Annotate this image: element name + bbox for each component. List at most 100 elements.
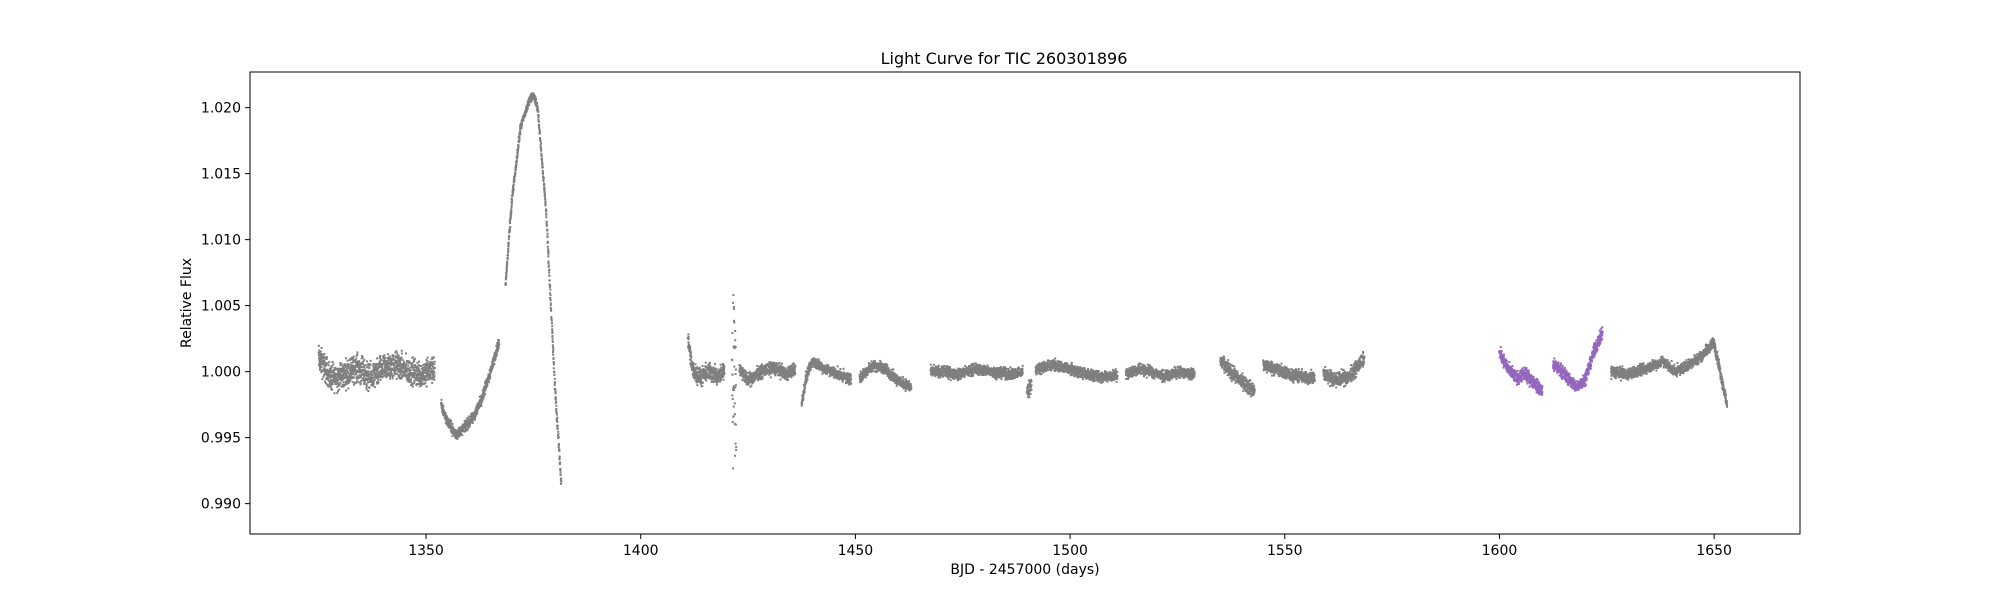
data-point — [830, 366, 833, 369]
data-point — [827, 369, 830, 372]
data-point — [343, 368, 346, 371]
data-point — [461, 434, 464, 436]
data-point — [429, 361, 432, 364]
data-point — [768, 373, 771, 376]
data-point — [353, 376, 356, 379]
data-point — [369, 363, 372, 366]
data-point — [761, 375, 764, 378]
data-point — [424, 375, 427, 378]
data-point — [810, 358, 813, 361]
data-point — [786, 376, 789, 379]
data-point — [904, 381, 907, 384]
data-point — [553, 370, 556, 373]
data-point — [400, 357, 403, 360]
data-point — [344, 363, 346, 366]
data-point — [552, 351, 554, 354]
data-point — [341, 375, 344, 378]
data-point — [479, 395, 482, 398]
data-point — [510, 209, 513, 212]
data-point — [543, 191, 546, 193]
data-point — [516, 151, 519, 154]
data-point — [431, 364, 434, 367]
data-point — [541, 172, 544, 175]
data-point — [387, 353, 390, 356]
data-point — [353, 373, 356, 376]
data-point — [317, 344, 320, 347]
data-point — [721, 376, 724, 378]
data-point — [731, 331, 734, 334]
data-point — [512, 186, 515, 189]
data-point — [739, 365, 742, 368]
data-point — [442, 405, 445, 408]
data-point — [548, 271, 551, 274]
data-point — [355, 381, 358, 384]
data-point — [376, 370, 379, 373]
data-point — [508, 228, 511, 231]
data-point — [757, 378, 760, 381]
data-point — [557, 446, 560, 449]
data-point — [893, 372, 896, 375]
data-point — [417, 369, 420, 372]
data-point — [715, 383, 718, 386]
data-point — [778, 369, 781, 371]
data-point — [753, 376, 756, 379]
data-point — [505, 275, 508, 278]
data-point — [551, 330, 554, 333]
data-point — [374, 374, 377, 377]
data-point — [558, 449, 561, 452]
data-point — [939, 367, 942, 370]
data-point — [879, 362, 882, 365]
data-point — [392, 374, 395, 377]
data-point — [806, 375, 809, 378]
data-point — [357, 381, 360, 384]
data-point — [774, 372, 777, 375]
data-point — [554, 392, 557, 395]
data-point — [768, 362, 771, 365]
data-point — [557, 445, 560, 448]
data-point — [366, 360, 368, 363]
data-point — [558, 457, 561, 460]
data-point — [404, 374, 407, 377]
data-point — [326, 362, 329, 365]
data-point — [385, 360, 388, 363]
data-point — [507, 247, 510, 250]
data-point — [859, 377, 862, 379]
data-point — [335, 372, 338, 375]
data-point — [412, 356, 415, 359]
data-point — [339, 362, 342, 364]
data-point — [367, 380, 370, 383]
data-point — [807, 366, 810, 369]
data-point — [396, 363, 399, 366]
data-point — [377, 364, 380, 367]
data-point — [786, 367, 789, 370]
data-point — [347, 387, 350, 390]
data-point — [336, 367, 339, 370]
data-point — [412, 382, 414, 385]
data-point — [540, 158, 543, 161]
data-point — [932, 363, 935, 366]
data-point — [359, 381, 362, 384]
data-point — [395, 360, 398, 363]
data-point — [417, 374, 420, 377]
data-point — [465, 418, 468, 421]
data-point — [510, 213, 513, 216]
data-point — [480, 404, 483, 407]
data-point — [319, 368, 321, 371]
data-point — [723, 368, 726, 371]
data-point — [734, 442, 737, 445]
data-point — [348, 381, 350, 384]
data-point — [507, 249, 510, 252]
data-point — [514, 171, 517, 174]
data-point — [787, 370, 790, 373]
data-point — [322, 362, 325, 365]
data-point — [381, 364, 384, 367]
data-point — [367, 375, 370, 378]
data-point — [951, 369, 954, 372]
data-point — [801, 403, 804, 406]
data-point — [372, 380, 374, 382]
data-point — [696, 367, 699, 370]
data-point — [417, 372, 420, 375]
data-point — [794, 372, 797, 375]
data-point — [481, 389, 484, 392]
data-point — [433, 360, 436, 363]
